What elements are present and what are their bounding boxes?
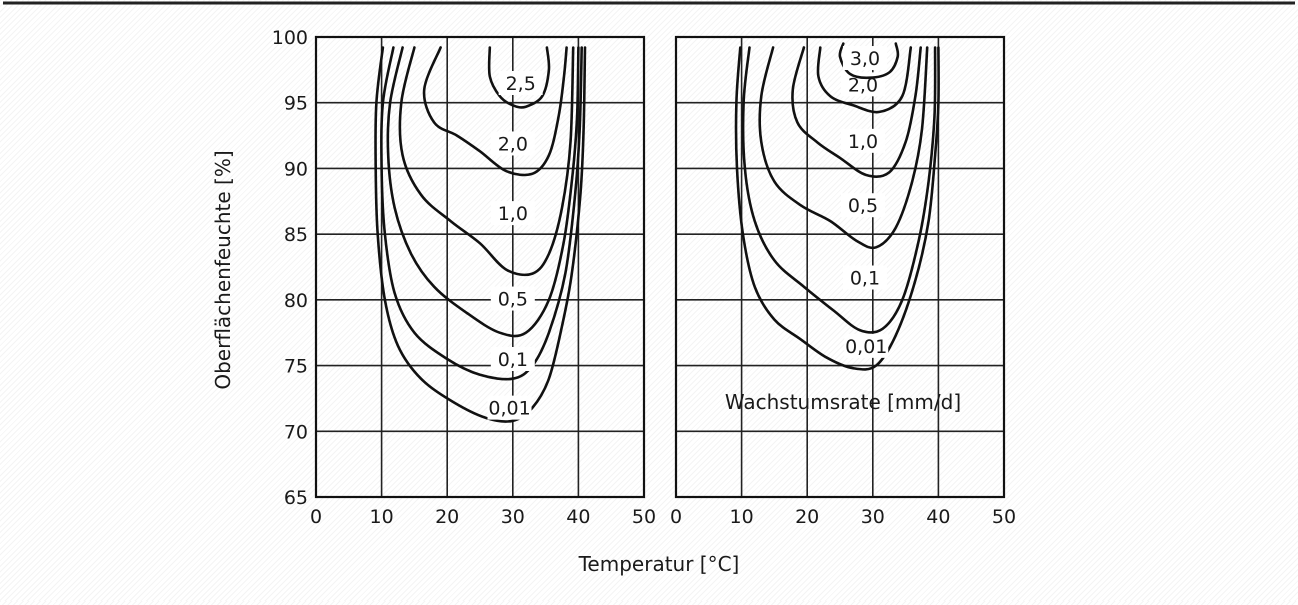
contour-line [838,42,900,80]
contour-label-bg [842,46,887,71]
contour-label: 0,5 [848,195,878,217]
y-tick-label: 70 [284,421,308,443]
contour-label: 0,1 [498,349,528,371]
contour-label: 1,0 [498,203,528,225]
contour-line [487,46,551,109]
y-tick-label: 95 [284,93,308,115]
x-tick-label: 0 [670,506,682,528]
y-tick-label: 65 [284,487,308,509]
contour-label-bg [498,71,543,95]
contour-label-bg [487,395,532,420]
x-tick-label: 30 [861,506,885,528]
contour-label-bg [840,193,885,218]
contour-line [758,46,929,250]
contour-label: 0,01 [845,336,887,358]
contour-line [741,46,937,334]
x-axis-label: Temperatur [°C] [578,552,740,576]
contour-line [398,46,575,277]
contour-label: 0,01 [488,398,530,420]
contour-label: 2,5 [506,73,536,95]
contour-line [791,46,922,178]
contour-line [734,46,940,371]
contour-label: 0,5 [498,289,528,311]
plot-frame [674,35,1006,499]
contour-label-bg [490,131,535,156]
x-tick-label: 50 [632,506,656,528]
contour-label-bg [490,347,535,371]
panel-left: 0 10 20 30 40 50 65 70 75 80 85 90 95 100 0,01 0,1 0,5 1,… [272,27,656,528]
panel-right: 0 10 20 30 40 50 0,01 0,1 0,5 1,0 2,0 3,0 [670,35,1016,528]
contour-label: 1,0 [848,131,878,153]
contour-label-bg [842,265,887,290]
x-tick-label: 10 [370,506,394,528]
contour-label-bg [490,286,535,311]
x-tick-label: 0 [310,506,322,528]
x-tick-label: 20 [795,506,819,528]
contour-line [816,46,913,114]
y-tick-label: 100 [272,27,308,49]
x-tick-label: 20 [435,506,459,528]
contour-label: 2,0 [848,74,878,96]
contour-line [374,46,587,423]
contour-line [386,46,580,338]
y-axis-label: Oberflächenfeuchte [%] [211,150,235,389]
x-tick-label: 30 [501,506,525,528]
contour-line [380,46,583,381]
y-tick-label: 80 [284,290,308,312]
plot-frame [314,35,646,499]
x-tick-label: 10 [730,506,754,528]
contour-label: 3,0 [850,48,880,70]
x-tick-label: 40 [926,506,950,528]
contour-label-bg [844,333,889,358]
chart-panels: 0 10 20 30 40 50657075808590951000,010,10,51,… [272,27,1016,528]
legend-note: Wachstumsrate [mm/d] [725,390,961,414]
contour-line [422,46,568,177]
contour-label: 2,0 [498,133,528,155]
contour-label-bg [490,201,535,226]
contour-label-bg [840,128,885,153]
x-tick-label: 50 [992,506,1016,528]
contour-label: 0,1 [850,268,880,290]
y-tick-label: 85 [284,224,308,246]
y-tick-label: 75 [284,356,308,378]
y-tick-label: 90 [284,158,308,180]
x-tick-label: 40 [566,506,590,528]
